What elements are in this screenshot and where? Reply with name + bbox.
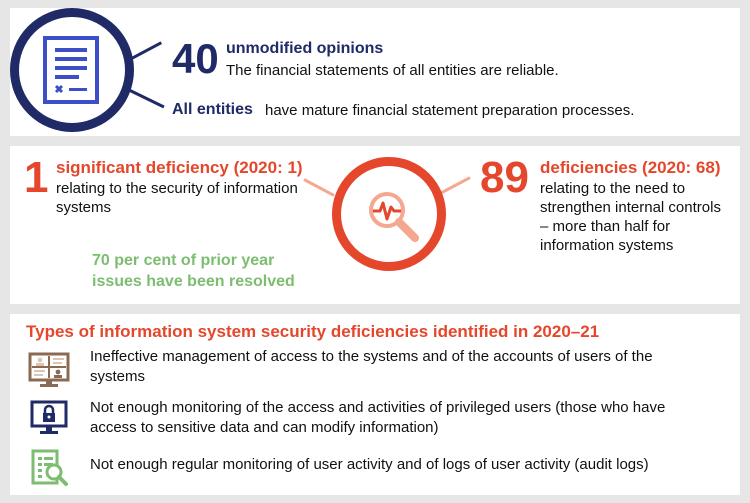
significant-deficiency-text-1: relating to the security of information	[56, 180, 298, 197]
unmodified-opinions-label: unmodified opinions	[226, 40, 384, 57]
significant-deficiency-text-2: systems	[56, 199, 112, 216]
deficiency-types-title: Types of information system security def…	[26, 322, 600, 341]
document-icon-ring	[10, 8, 134, 132]
deficiency-type-3-line-1: Not enough regular monitoring of user ac…	[90, 456, 649, 473]
deficiencies-label: deficiencies (2020: 68)	[540, 158, 721, 177]
deficiency-type-2-line-2: access to sensitive data and can modify …	[90, 419, 439, 436]
users-screen-icon	[28, 352, 70, 387]
magnifier-pulse-icon	[369, 192, 419, 242]
deficiencies-text-2: strengthen internal controls	[540, 199, 721, 216]
significant-deficiency-count: 1	[24, 153, 49, 202]
unmodified-opinions-count: 40	[172, 35, 219, 82]
all-entities-text: have mature financial statement preparat…	[265, 102, 635, 119]
document-icon	[43, 36, 99, 104]
lock-monitor-icon	[30, 400, 68, 434]
deficiency-type-1-line-1: Ineffective management of access to the …	[90, 348, 653, 365]
deficiencies-text-4: information systems	[540, 237, 674, 254]
all-entities-label: All entities	[172, 101, 253, 118]
deficiencies-count: 89	[480, 153, 529, 202]
log-search-icon	[31, 449, 68, 486]
resolved-issues-text-2: issues have been resolved	[92, 273, 295, 290]
unmodified-opinions-text: The financial statements of all entities…	[226, 62, 559, 79]
deficiencies-text-3: – more than half for	[540, 218, 671, 235]
deficiency-types-panel	[10, 314, 740, 495]
resolved-issues-text-1: 70 per cent of prior year	[92, 252, 275, 269]
magnifier-icon-ring	[332, 157, 446, 271]
significant-deficiency-label: significant deficiency (2020: 1)	[56, 158, 303, 177]
deficiencies-text-1: relating to the need to	[540, 180, 686, 197]
deficiency-type-2-line-1: Not enough monitoring of the access and …	[90, 399, 666, 416]
deficiency-type-1-line-2: systems	[90, 368, 146, 385]
